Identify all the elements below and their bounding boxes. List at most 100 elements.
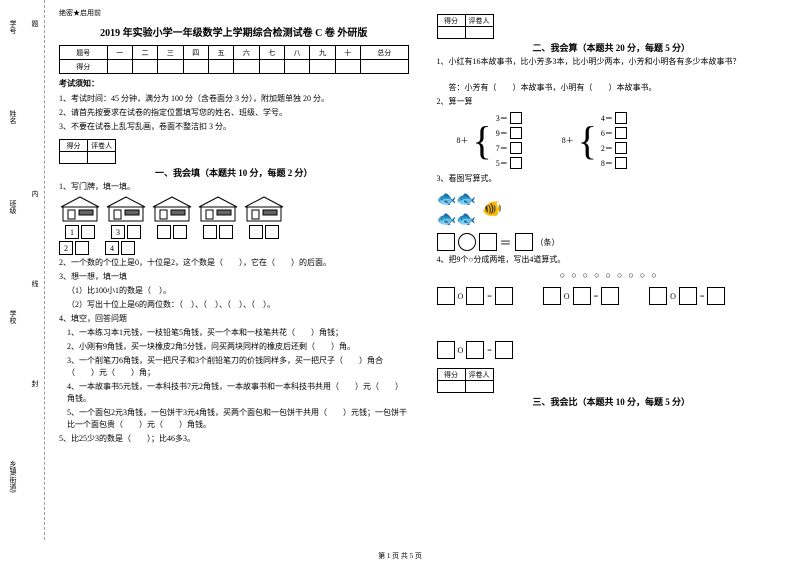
score-cell: 四	[183, 46, 208, 60]
score-cell: 六	[234, 46, 259, 60]
notice-item: 2、请首先按要求在试卷的指定位置填写您的姓名、班级、学号。	[59, 107, 409, 119]
operator-box[interactable]	[458, 233, 476, 251]
circles-row: ○○○○○○○○○	[437, 270, 787, 280]
equation-row: ＝ （条）	[437, 233, 787, 251]
section-2-title: 二、我会算（本题共 20 分，每题 5 分）	[437, 41, 787, 54]
binding-mark: 题	[30, 20, 40, 27]
fish-icon: 🐟	[456, 191, 476, 208]
house-num: 4	[105, 241, 119, 255]
q6: 5、比25少3的数是（ ）；比46多3。	[59, 433, 409, 445]
grader-label: 评卷人	[88, 140, 116, 152]
answer-box[interactable]	[466, 341, 484, 359]
brace-lhs: 8＋	[562, 135, 574, 146]
house-num: 2	[59, 241, 73, 255]
exam-title: 2019 年实验小学一年级数学上学期综合检测试卷 C 卷 外研版	[59, 24, 409, 39]
section-score-box: 得分评卷人	[437, 368, 787, 393]
answer-box[interactable]	[615, 157, 627, 169]
answer-box[interactable]	[515, 233, 533, 251]
section-1-title: 一、我会填（本题共 10 分，每题 2 分）	[59, 166, 409, 179]
answer-box[interactable]	[543, 287, 561, 305]
answer-box[interactable]	[707, 287, 725, 305]
house-icon	[151, 195, 193, 223]
score-cell: 得分	[60, 60, 108, 74]
grader-label: 评卷人	[465, 369, 493, 381]
q1-label: 1、写门牌，填一填。	[59, 181, 409, 193]
binding-margin: 学号 姓名 班级 学校 乡镇(街道) 题 内 线 封	[0, 0, 45, 540]
s2q4: 4、把9个○分成两堆，写出4道算式。	[437, 254, 787, 266]
answer-box[interactable]	[615, 142, 627, 154]
brace-eq: 5＝	[496, 158, 508, 169]
q3b: （2）写出十位上是6的两位数：（ ）、（ ）、（ ）、（ ）。	[67, 299, 409, 311]
binding-label: 学校	[8, 310, 18, 324]
answer-box[interactable]	[437, 287, 455, 305]
answer-box[interactable]	[615, 112, 627, 124]
brace-problem-2: 8＋ { 4＝ 6＝ 2＝ 8＝	[562, 112, 627, 169]
answer-box[interactable]	[479, 233, 497, 251]
q4d: 4、一本故事书5元钱，一本科技书7元2角钱，一本故事书和一本科技书共用（ ）元（…	[67, 381, 409, 405]
score-cell: 二	[132, 46, 157, 60]
score-cell: 总分	[360, 46, 408, 60]
score-cell: 九	[310, 46, 335, 60]
q3a: （1）比100小1的数是（ ）。	[67, 285, 409, 297]
fish-icon: 🐟	[456, 211, 476, 228]
brace-eq: 3＝	[496, 113, 508, 124]
s2q2: 2、算一算	[437, 96, 787, 108]
s2q1: 1、小红有16本故事书，比小芳多3本，比小明少两本，小芳和小明各有多少本故事书？	[437, 56, 787, 68]
house-icon	[243, 195, 285, 223]
brace-eq: 6＝	[601, 128, 613, 139]
answer-box[interactable]	[573, 287, 591, 305]
answer-box[interactable]	[510, 127, 522, 139]
right-column: 得分评卷人 二、我会算（本题共 20 分，每题 5 分） 1、小红有16本故事书…	[423, 0, 800, 540]
binding-label: 乡镇(街道)	[8, 460, 18, 493]
house-icon	[197, 195, 239, 223]
score-cell: 八	[284, 46, 309, 60]
answer-box[interactable]	[510, 157, 522, 169]
houses-row-2: 2 4	[59, 241, 409, 255]
eq-blank: O=	[543, 287, 619, 305]
answer-box[interactable]	[679, 287, 697, 305]
score-cell: 七	[259, 46, 284, 60]
q3: 3、想一想，填一填	[59, 271, 409, 283]
brace-eq: 9＝	[496, 128, 508, 139]
notice-item: 1、考试时间：45 分钟，满分为 100 分（含卷面分 3 分），附加题单独 2…	[59, 93, 409, 105]
score-cell: 十	[335, 46, 360, 60]
score-table: 题号 一 二 三 四 五 六 七 八 九 十 总分 得分	[59, 45, 409, 74]
q4: 4、填空，回答问题	[59, 313, 409, 325]
brace-problem-1: 8＋ { 3＝ 9＝ 7＝ 5＝	[457, 112, 522, 169]
brace-icon: {	[473, 121, 492, 161]
binding-mark: 封	[30, 380, 40, 387]
score-cell: 一	[107, 46, 132, 60]
q4a: 1、一本练习本1元钱，一枝铅笔5角钱，买一个本和一枝笔共花（ ）角钱；	[67, 327, 409, 339]
binding-mark: 线	[30, 280, 40, 287]
brace-eq: 2＝	[601, 143, 613, 154]
brace-icon: {	[578, 121, 597, 161]
brace-lhs: 8＋	[457, 135, 469, 146]
section-score-box: 得分评卷人	[437, 14, 787, 39]
fish-icon: 🐟	[437, 191, 457, 208]
score-cell: 五	[208, 46, 233, 60]
s2q3: 3、看图写算式。	[437, 173, 787, 185]
left-column: 绝密★启用前 2019 年实验小学一年级数学上学期综合检测试卷 C 卷 外研版 …	[45, 0, 423, 540]
answer-box[interactable]	[510, 112, 522, 124]
answer-box[interactable]	[437, 341, 455, 359]
answer-box[interactable]	[466, 287, 484, 305]
section-3-title: 三、我会比（本题共 10 分，每题 5 分）	[437, 395, 787, 408]
q4b: 2、小刚有9角钱，买一块橡皮2角5分钱，问买两块同样的橡皮后还剩（ ）角。	[67, 341, 409, 353]
notice-heading: 考试须知：	[59, 78, 409, 89]
binding-label: 班级	[8, 200, 18, 214]
eq-blank: O=	[437, 287, 513, 305]
answer-box[interactable]	[510, 142, 522, 154]
answer-box[interactable]	[649, 287, 667, 305]
q5: 5、一个面包2元3角钱，一包饼干3元4角钱，买两个面包和一包饼干共用（ ）元钱；…	[67, 407, 409, 431]
grader-label: 评卷人	[465, 15, 493, 27]
answer-box[interactable]	[601, 287, 619, 305]
answer-box[interactable]	[495, 341, 513, 359]
brace-eq: 8＝	[601, 158, 613, 169]
notice-item: 3、不要在试卷上乱写乱画，卷面不整洁扣 3 分。	[59, 121, 409, 133]
secret-mark: 绝密★启用前	[59, 8, 409, 18]
answer-box[interactable]	[437, 233, 455, 251]
score-label: 得分	[60, 140, 88, 152]
answer-box[interactable]	[615, 127, 627, 139]
score-label: 得分	[437, 15, 465, 27]
answer-box[interactable]	[495, 287, 513, 305]
